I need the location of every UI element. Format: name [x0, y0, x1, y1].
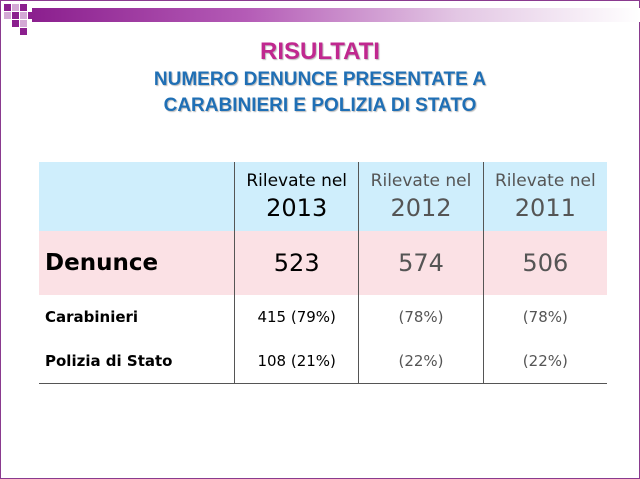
row-label: Polizia di Stato: [39, 339, 235, 384]
polizia-row: Polizia di Stato 108 (21%) (22%) (22%): [39, 339, 607, 384]
header-cell-2012: Rilevate nel 2012: [358, 162, 484, 231]
row-label: Carabinieri: [45, 308, 139, 326]
denunce-row: Denunce 523 574 506: [39, 231, 607, 295]
row-label: Denunce: [39, 231, 235, 295]
value-cell: 523: [234, 231, 359, 295]
header-year: 2011: [514, 193, 576, 222]
value-cell: 415 (79%): [234, 295, 359, 339]
carabinieri-row: Carabinieri 415 (79%) (78%) (78%): [39, 295, 607, 339]
header-cell-2011: Rilevate nel 2011: [482, 162, 607, 231]
value-cell: (22%): [358, 339, 484, 384]
header-cell-2013: Rilevate nel 2013: [234, 162, 359, 231]
value-cell: 574: [358, 231, 484, 295]
header-label: Rilevate nel: [370, 170, 472, 191]
value-cell: (22%): [482, 339, 607, 384]
value-cell: (78%): [358, 295, 484, 339]
value-cell: (78%): [482, 295, 607, 339]
results-table: Rilevate nel 2013 Rilevate nel 2012 Rile…: [39, 162, 607, 384]
decorative-top-bar: [32, 8, 640, 22]
header-year: 2012: [390, 193, 452, 222]
slide-title: RISULTATI: [260, 38, 380, 65]
header-label: Rilevate nel: [246, 170, 348, 191]
header-row: Rilevate nel 2013 Rilevate nel 2012 Rile…: [39, 162, 607, 231]
subtitle-line-1: NUMERO DENUNCE PRESENTATE A: [153, 69, 487, 90]
slide-subtitle: NUMERO DENUNCE PRESENTATE A CARABINIERI …: [0, 67, 640, 119]
value-cell: 506: [482, 231, 607, 295]
header-label: Rilevate nel: [494, 170, 596, 191]
header-empty-cell: [39, 162, 235, 231]
subtitle-line-2: CARABINIERI E POLIZIA DI STATO: [163, 95, 477, 116]
value-cell: 108 (21%): [234, 339, 359, 384]
header-year: 2013: [266, 193, 328, 222]
